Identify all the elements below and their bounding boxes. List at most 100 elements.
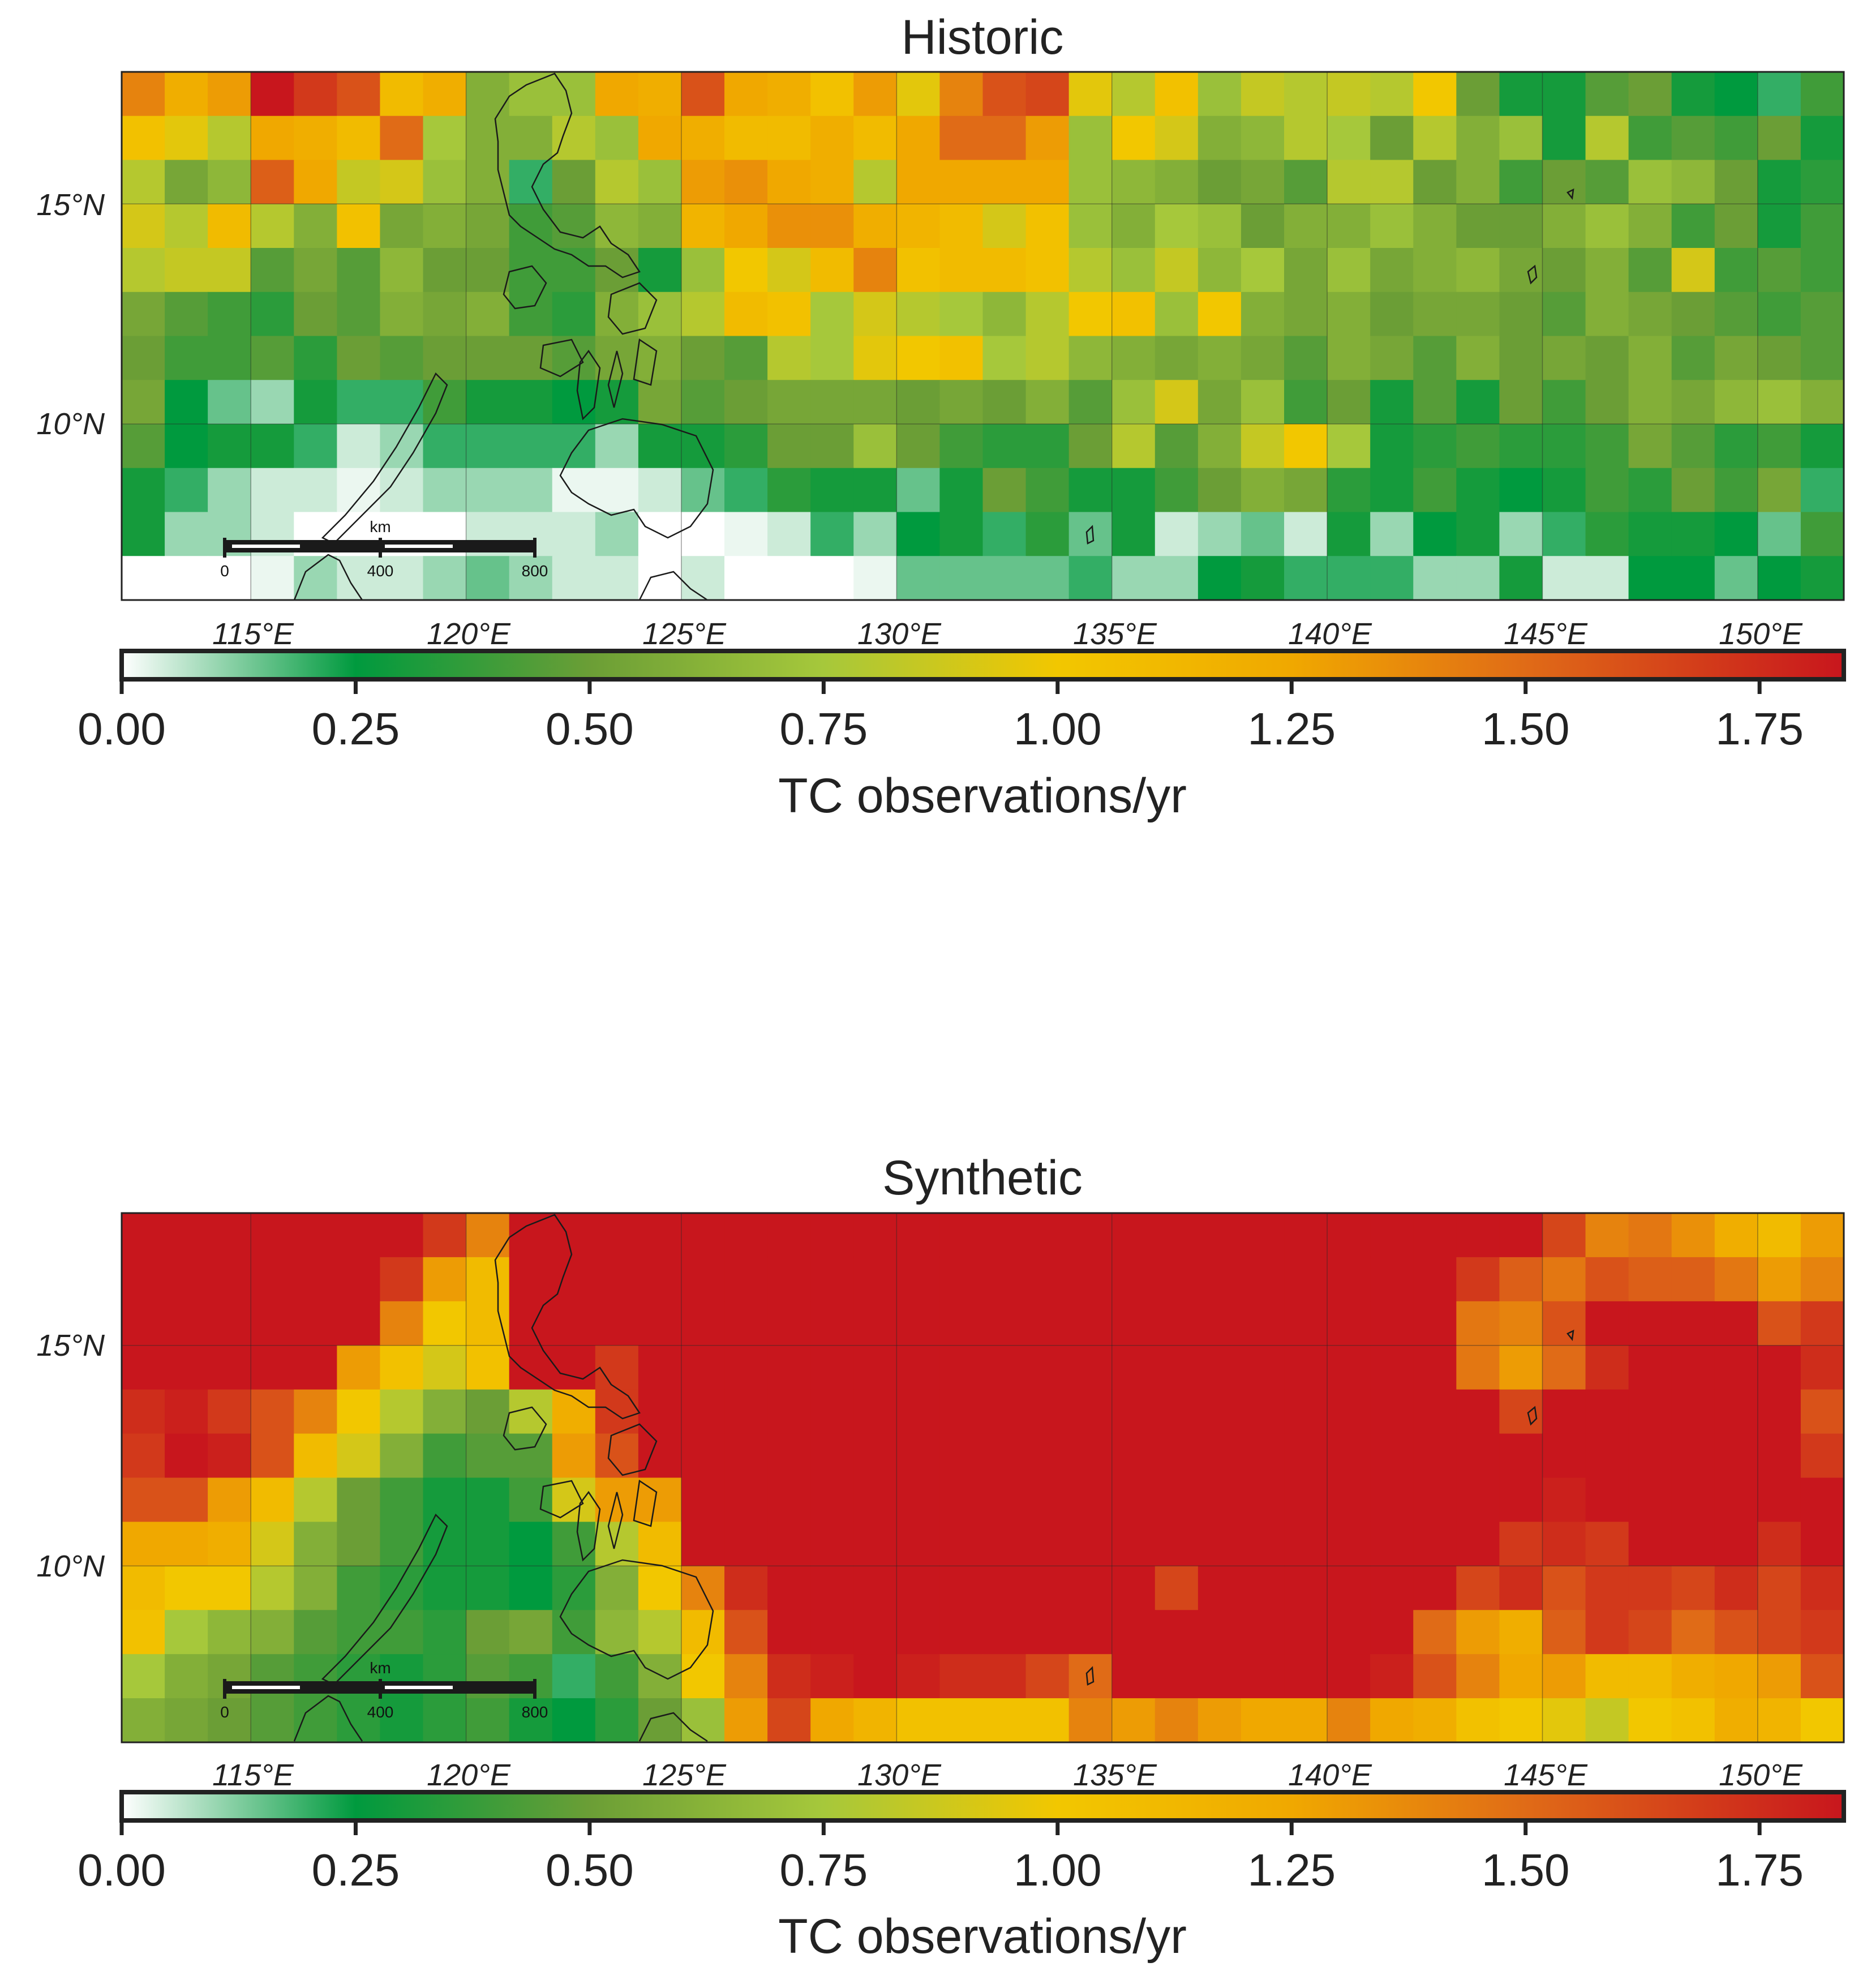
heatmap-cell <box>853 1477 898 1523</box>
heatmap-cell <box>1585 1477 1629 1523</box>
heatmap-cell <box>1327 1698 1371 1743</box>
heatmap-cell <box>208 1301 252 1346</box>
heatmap-cell <box>982 1433 1027 1479</box>
heatmap-cell <box>1542 468 1586 513</box>
heatmap-cell <box>853 1610 898 1655</box>
heatmap-cell <box>1241 1698 1285 1743</box>
heatmap-cell <box>1800 204 1844 249</box>
map-frame <box>121 71 1845 601</box>
heatmap-cell <box>810 424 855 469</box>
heatmap-cell <box>1370 1257 1414 1302</box>
heatmap-cell <box>466 1301 510 1346</box>
heatmap-cell <box>1413 512 1457 557</box>
heatmap-cell <box>1585 1433 1629 1479</box>
heatmap-cell <box>724 1301 768 1346</box>
heatmap-cell <box>1025 292 1070 337</box>
heatmap-cell <box>724 1610 768 1655</box>
heatmap-cell <box>1413 204 1457 249</box>
heatmap-cell <box>1800 1433 1844 1479</box>
heatmap-cell <box>939 1345 984 1390</box>
heatmap-cell <box>1154 1477 1199 1523</box>
heatmap-cell <box>1499 1389 1543 1434</box>
heatmap-cell <box>1111 292 1156 337</box>
heatmap-cell <box>1025 512 1070 557</box>
colorbar-tick-label: 0.00 <box>78 704 166 754</box>
heatmap-cell <box>724 380 768 425</box>
heatmap-cell <box>122 512 165 557</box>
heatmap-cell <box>1154 1301 1199 1346</box>
heatmap-cell <box>724 1257 768 1302</box>
heatmap-cell <box>767 292 812 337</box>
heatmap-cell <box>1585 1654 1629 1699</box>
heatmap-cell <box>1542 1257 1586 1302</box>
heatmap-cell <box>1757 160 1801 205</box>
heatmap-cell <box>1413 1610 1457 1655</box>
heatmap-cell <box>1585 1257 1629 1302</box>
heatmap-cell <box>1542 1389 1586 1434</box>
heatmap-cell <box>1154 1257 1199 1302</box>
heatmap-cell <box>1499 556 1543 601</box>
heatmap-cell <box>1499 1698 1543 1743</box>
heatmap-cell <box>337 204 381 249</box>
heatmap-cell <box>509 380 553 425</box>
heatmap-cell <box>1370 424 1414 469</box>
heatmap-cell <box>595 1433 639 1479</box>
heatmap-cell <box>896 160 941 205</box>
heatmap-cell <box>681 512 725 557</box>
heatmap-cell <box>853 1654 898 1699</box>
heatmap-cell <box>1456 1654 1500 1699</box>
heatmap-cell <box>1068 1566 1113 1611</box>
heatmap-cell <box>853 1345 898 1390</box>
x-tick-label: 125°E <box>642 1758 727 1792</box>
heatmap-cell <box>896 1477 941 1523</box>
heatmap-cell <box>380 115 424 161</box>
heatmap-cell <box>337 292 381 337</box>
heatmap-cell <box>1025 204 1070 249</box>
heatmap-cell <box>122 1477 165 1523</box>
heatmap-cell <box>853 248 898 293</box>
heatmap-cell <box>208 556 252 601</box>
heatmap-cell <box>1111 468 1156 513</box>
heatmap-cell <box>552 1654 596 1699</box>
heatmap-cell <box>638 380 682 425</box>
heatmap-cell <box>1025 1433 1070 1479</box>
heatmap-cell <box>1757 1522 1801 1567</box>
heatmap-cell <box>724 292 768 337</box>
heatmap-cell <box>1714 380 1758 425</box>
heatmap-cell <box>122 1301 165 1346</box>
heatmap-cell <box>165 1345 208 1390</box>
heatmap-cell <box>1111 1477 1156 1523</box>
heatmap-cell <box>681 1477 725 1523</box>
heatmap-cell <box>122 248 165 293</box>
heatmap-cell <box>853 1257 898 1302</box>
heatmap-cell <box>1413 336 1457 381</box>
heatmap-cell <box>1327 1257 1371 1302</box>
heatmap-cell <box>294 1301 338 1346</box>
heatmap-cell <box>1585 160 1629 205</box>
heatmap-cell <box>509 1301 553 1346</box>
y-axis-labels: 15°N 10°N <box>36 188 105 441</box>
heatmap-cell <box>122 336 165 381</box>
heatmap-cell <box>767 1389 812 1434</box>
heatmap-cell <box>1628 556 1672 601</box>
heatmap-cell <box>724 512 768 557</box>
heatmap-cell <box>982 512 1027 557</box>
heatmap-cell <box>1413 424 1457 469</box>
heatmap-cell <box>681 1654 725 1699</box>
heatmap-cell <box>1671 115 1715 161</box>
heatmap-cell <box>1241 556 1285 601</box>
heatmap-cell <box>1370 115 1414 161</box>
heatmap-cell <box>337 1213 381 1258</box>
heatmap-cell <box>1370 1301 1414 1346</box>
heatmap-cell <box>1327 424 1371 469</box>
coastline-panay <box>539 1480 584 1519</box>
heatmap-cell <box>294 380 338 425</box>
colorbar-tick-label: 0.75 <box>780 704 868 754</box>
heatmap-cell <box>1198 1654 1242 1699</box>
heatmap-cell <box>294 556 338 601</box>
heatmap-cell <box>1714 1566 1758 1611</box>
heatmap-cell <box>1456 1610 1500 1655</box>
heatmap-cell <box>1111 160 1156 205</box>
heatmap-cell <box>767 1433 812 1479</box>
heatmap-cell <box>466 1566 510 1611</box>
